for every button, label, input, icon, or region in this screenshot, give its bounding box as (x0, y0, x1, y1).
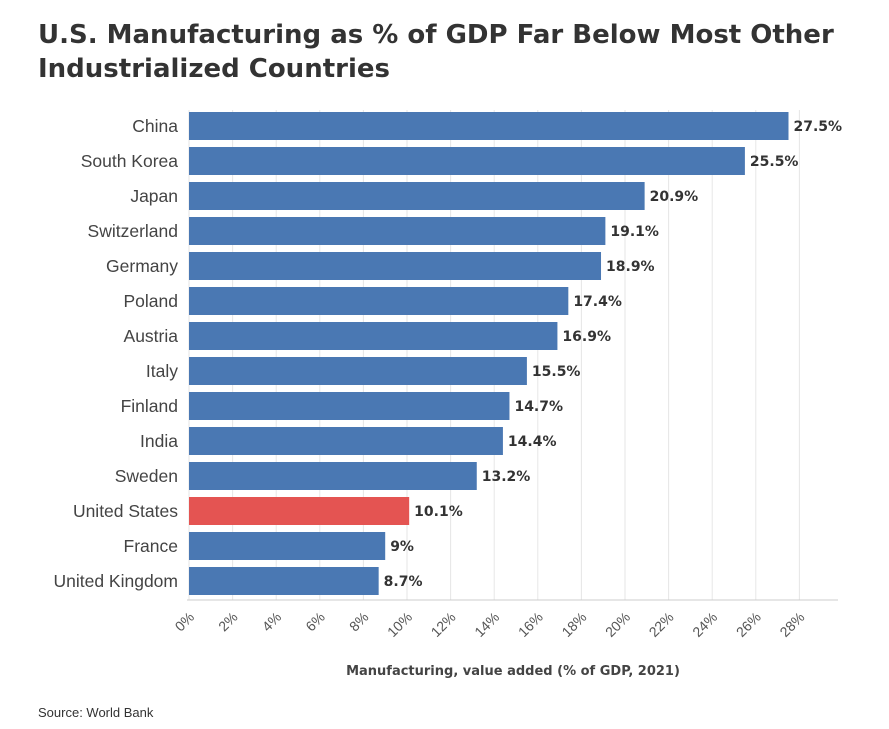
x-axis-title: Manufacturing, value added (% of GDP, 20… (346, 664, 680, 679)
category-labels: China South Korea Japan Switzerland Germany P… (53, 116, 178, 591)
bar (189, 427, 503, 455)
x-tick-label: 0% (171, 609, 197, 635)
x-tick-label: 16% (515, 609, 546, 640)
bars (189, 112, 789, 595)
chart-title: U.S. Manufacturing as % of GDP Far Below… (38, 20, 834, 84)
value-label: 14.4% (508, 434, 557, 450)
value-label: 25.5% (750, 154, 799, 170)
value-label: 27.5% (794, 119, 843, 135)
value-label: 10.1% (414, 504, 463, 520)
x-tick-label: 6% (302, 609, 328, 635)
category-label: Italy (146, 361, 178, 381)
x-tick-label: 12% (428, 609, 459, 640)
x-tick-label: 22% (646, 609, 677, 640)
category-label: Poland (124, 291, 179, 311)
x-tick-labels: 0% 2% 4% 6% 8% 10% 12% 14% 16% 18% 20% 22% 24% 26% 28% (171, 609, 807, 640)
value-label: 13.2% (482, 469, 531, 485)
x-tick-label: 20% (602, 609, 633, 640)
category-label: Sweden (115, 466, 178, 486)
x-tick-label: 24% (689, 609, 720, 640)
value-label: 9% (390, 539, 414, 555)
value-label: 14.7% (514, 399, 563, 415)
x-tick-label: 18% (558, 609, 589, 640)
bar (189, 392, 510, 420)
bar (189, 567, 379, 595)
bar (189, 532, 386, 560)
category-label: United Kingdom (53, 571, 178, 591)
category-label: Japan (130, 186, 178, 206)
bar (189, 182, 645, 210)
category-label: Switzerland (88, 221, 178, 241)
x-tick-label: 28% (776, 609, 807, 640)
bar (189, 147, 745, 175)
value-label: 17.4% (573, 294, 622, 310)
bar (189, 357, 527, 385)
bar (189, 287, 569, 315)
category-label: Austria (124, 326, 179, 346)
category-label: Finland (121, 396, 178, 416)
bar (189, 322, 558, 350)
bar (189, 217, 606, 245)
category-label: United States (73, 501, 178, 521)
value-label: 15.5% (532, 364, 581, 380)
x-tick-label: 14% (471, 609, 502, 640)
value-label: 20.9% (650, 189, 699, 205)
x-tick-label: 8% (346, 609, 372, 635)
category-label: China (132, 116, 178, 136)
bar (189, 112, 789, 140)
source-note: Source: World Bank (38, 705, 154, 720)
category-label: South Korea (81, 151, 179, 171)
value-label: 8.7% (384, 574, 423, 590)
value-label: 16.9% (562, 329, 611, 345)
x-tick-label: 26% (733, 609, 764, 640)
bar (189, 497, 410, 525)
bar (189, 462, 477, 490)
x-tick-label: 2% (215, 609, 241, 635)
category-label: India (140, 431, 178, 451)
value-labels: 27.5% 25.5% 20.9% 19.1% 18.9% 17.4% 16.9% 15.5%… (384, 119, 842, 590)
value-label: 18.9% (606, 259, 655, 275)
x-tick-label: 10% (384, 609, 415, 640)
category-label: France (124, 536, 178, 556)
bar (189, 252, 602, 280)
x-tick-label: 4% (259, 609, 285, 635)
value-label: 19.1% (610, 224, 659, 240)
category-label: Germany (106, 256, 178, 276)
